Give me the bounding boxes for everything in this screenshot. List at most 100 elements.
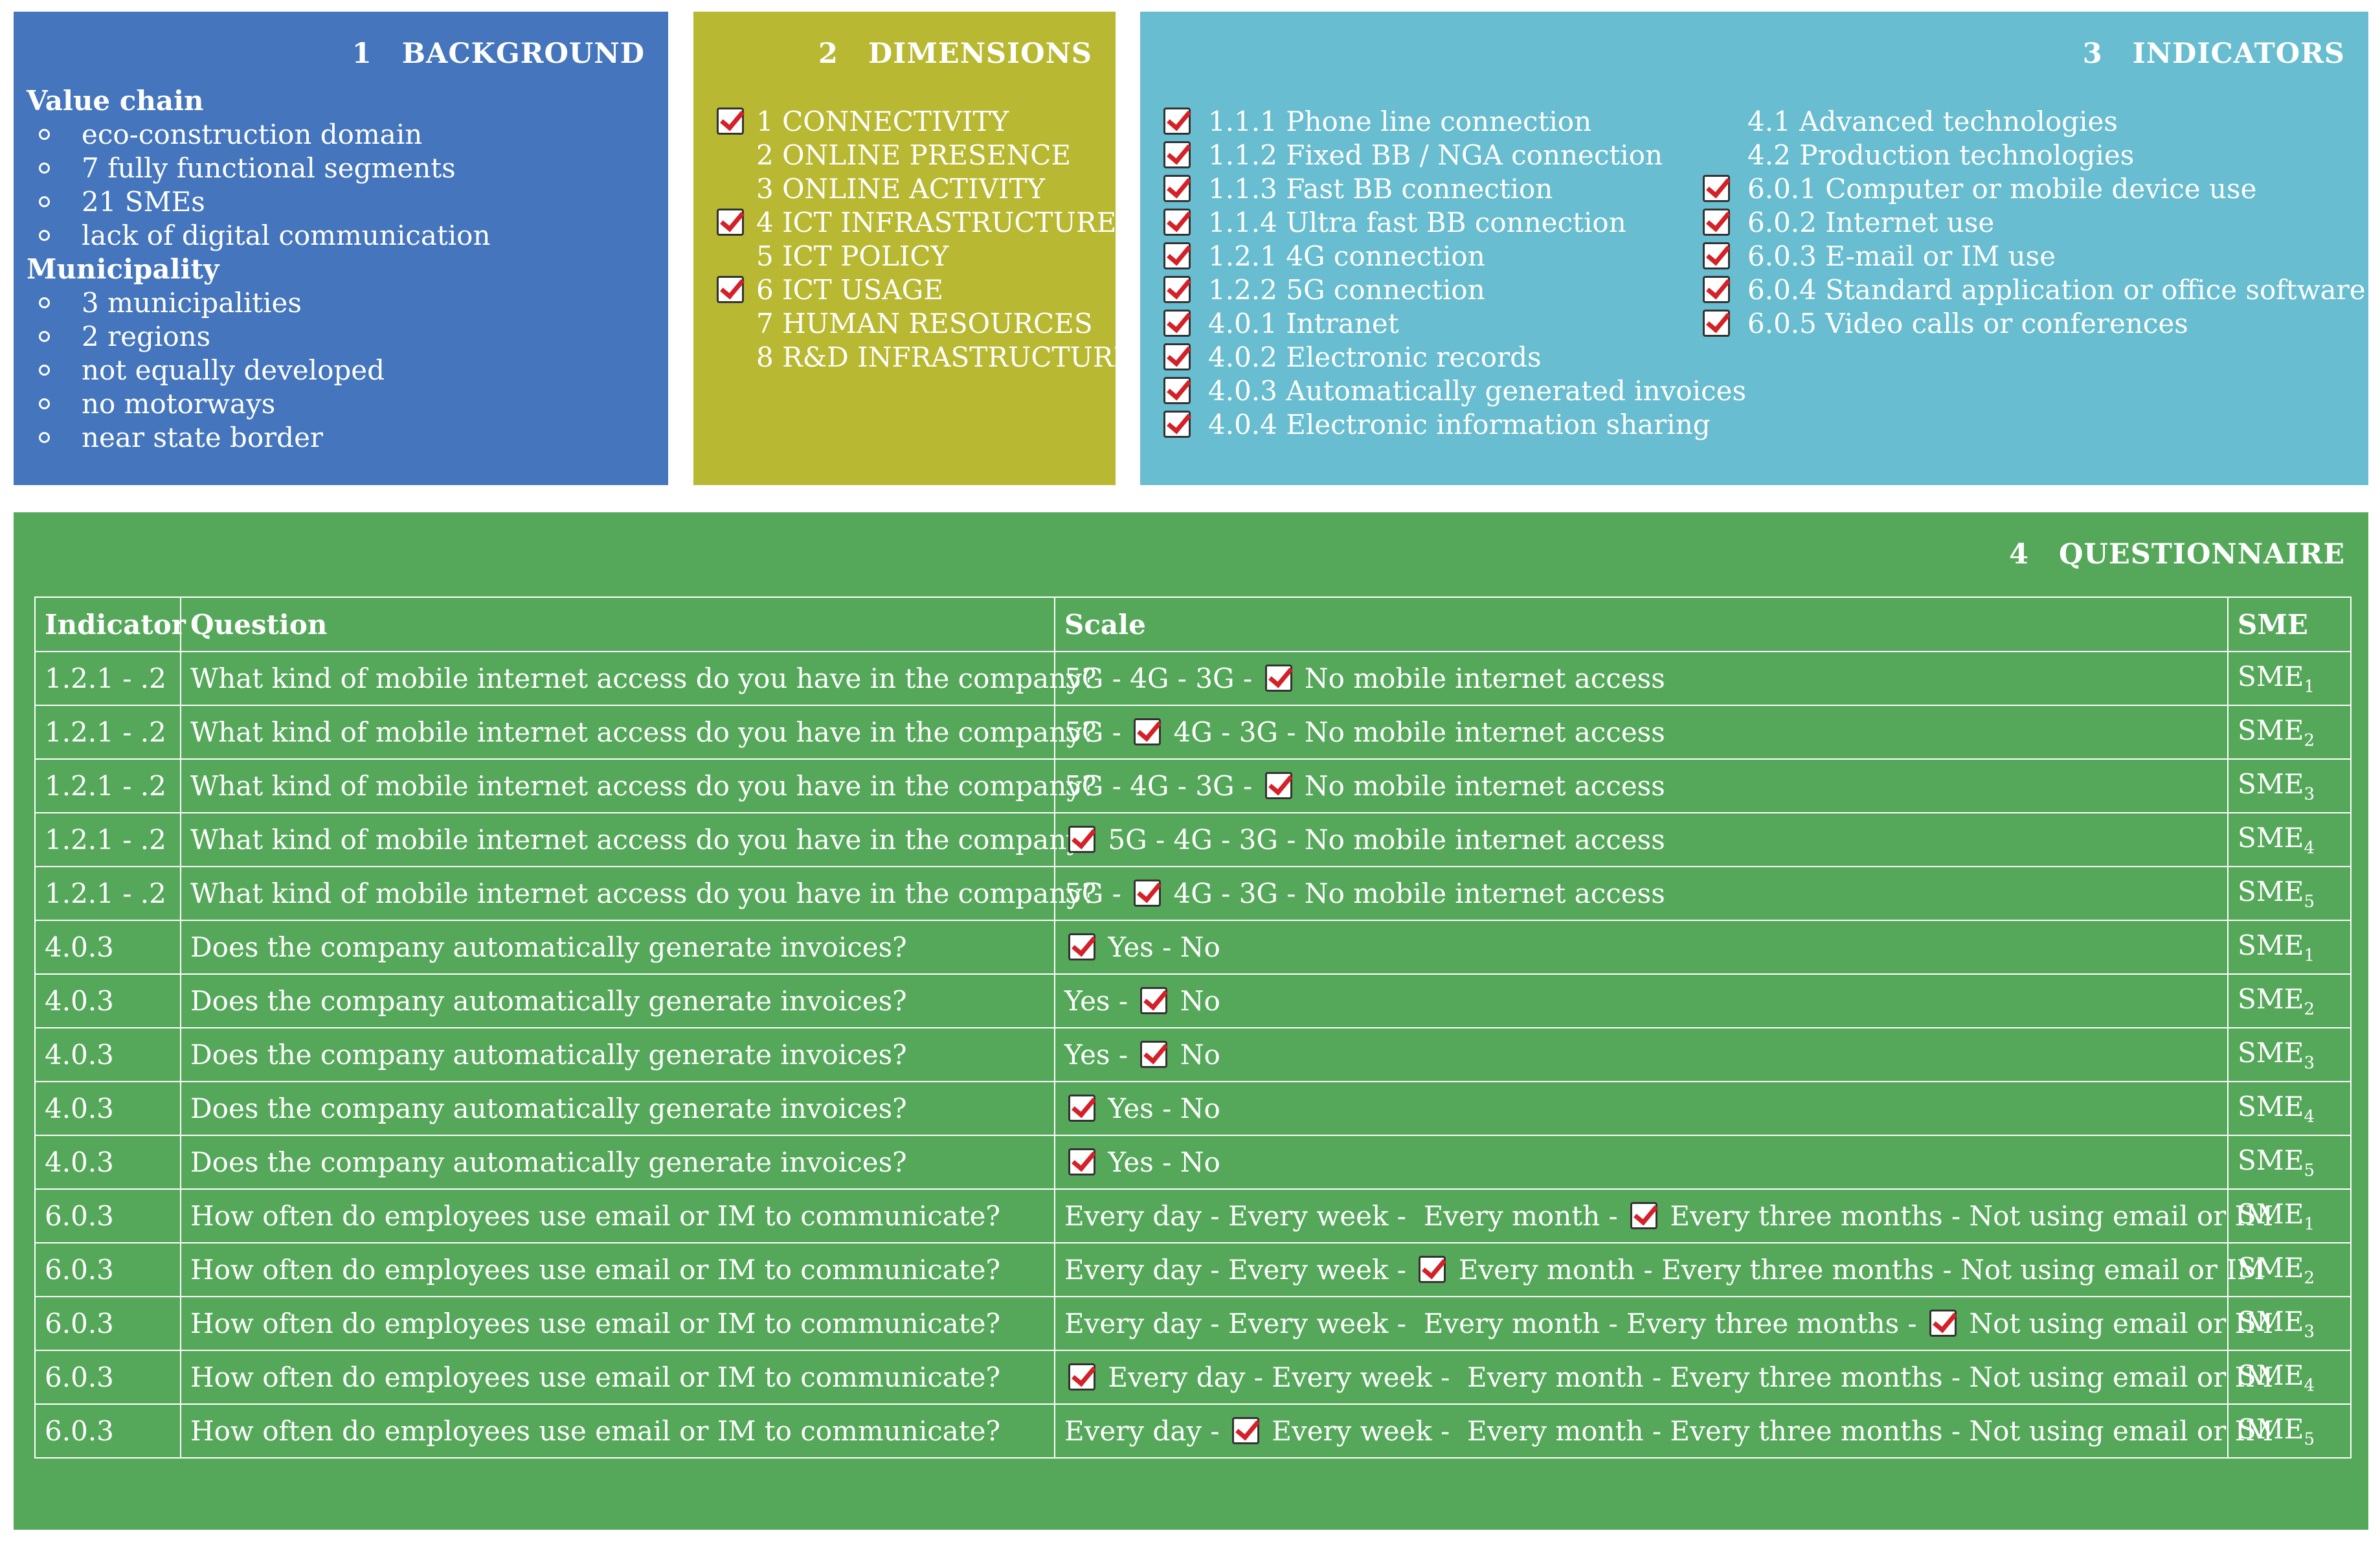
scale-text-after: Not using email or IM [1960,1308,2274,1339]
sme-index: 2 [2304,731,2315,751]
cell-sme: SME2 [2227,973,2352,1028]
cell-question: Does the company automatically generate … [180,920,1055,975]
bullet-item: 21 SMEs [27,185,491,219]
indicators-title: 3 INDICATORS [2082,38,2345,70]
table-row: 1.2.1 - .2 What kind of mobile internet a… [34,705,2352,760]
checkbox-checked-icon [1163,276,1191,303]
scale-text-before: Every day - Every week - Every month - E… [1064,1308,1926,1339]
table-row: 1.2.1 - .2 What kind of mobile internet a… [34,866,2352,921]
table-row: 4.0.3 Does the company automatically gene… [34,1135,2352,1190]
circle-bullet-icon [39,331,50,342]
table-row: 4.0.3 Does the company automatically gene… [34,1027,2352,1082]
scale-text-after: No [1171,985,1220,1017]
checklist-item-label: 1 CONNECTIVITY [756,106,1009,137]
table-header-row: Indicator Question Scale SME [34,596,2352,652]
sme-label: SME [2238,1305,2304,1337]
cell-scale: 5G - 4G - 3G - No mobile internet access [1054,812,2228,867]
cell-indicator: 4.0.3 [34,973,181,1028]
circle-bullet-icon [39,297,50,308]
cell-scale: Every day - Every week - Every month - E… [1054,1350,2273,1405]
table-row: 6.0.3 How often do employees use email or… [34,1188,2352,1243]
scale-text-after: Every week - Every month - Every three m… [1263,1415,2274,1447]
circle-bullet-icon [39,398,50,409]
scale-text-after: Every day - Every week - Every month - E… [1099,1361,2274,1393]
sme-index: 2 [2304,999,2315,1019]
scale-text-before: Yes - [1064,985,1137,1017]
checkbox-checked-icon [717,276,744,303]
cell-sme: SME4 [2227,1350,2352,1405]
sme-index: 3 [2304,1322,2315,1342]
bullet-item-label: eco-construction domain [82,119,423,150]
checklist-item-label: 4.1 Advanced technologies [1747,106,2118,137]
cell-sme: SME5 [2227,1135,2352,1190]
cell-sme: SME1 [2227,651,2352,706]
sme-index: 3 [2304,1053,2315,1073]
table-row: 6.0.3 How often do employees use email or… [34,1350,2352,1405]
background-group-heading: Municipality [27,253,219,285]
sme-label: SME [2238,714,2304,746]
sme-label: SME [2238,1198,2304,1230]
cell-scale: 5G - 4G - 3G - No mobile internet access [1054,705,2228,760]
checkbox-checked-icon [1163,242,1191,269]
checklist-item-label: 4.0.1 Intranet [1208,308,1399,339]
cell-sme: SME5 [2227,1403,2352,1459]
table-row: 6.0.3 How often do employees use email or… [34,1403,2352,1459]
questionnaire-panel: 4 QUESTIONNAIRE Indicator Question Scale … [14,512,2368,1530]
sme-index: 4 [2304,838,2315,858]
checkbox-checked-icon [1163,175,1191,202]
circle-bullet-icon [39,196,50,207]
bullet-item-label: no motorways [82,388,276,420]
cell-sme: SME4 [2227,812,2352,867]
table-row: 4.0.3 Does the company automatically gene… [34,920,2352,975]
checkbox-checked-icon [1140,987,1168,1014]
cell-scale: Every day - Every week - Every month - E… [1054,1296,2273,1351]
cell-question: What kind of mobile internet access do y… [180,866,1097,921]
cell-scale: Every day - Every week - Every month - E… [1054,1242,2265,1297]
sme-label: SME [2238,660,2304,692]
table-row: 6.0.3 How often do employees use email or… [34,1296,2352,1351]
checkbox-checked-icon [1163,209,1191,236]
cell-question: Does the company automatically generate … [180,973,1055,1028]
cell-indicator: 1.2.1 - .2 [34,651,181,706]
scale-text-before: 5G - [1064,716,1130,748]
scale-text-after: Every three months - Not using email or … [1661,1200,2274,1232]
background-title: 1 BACKGROUND [352,38,645,70]
checkbox-checked-icon [1163,141,1191,168]
scale-text-before: 5G - [1064,878,1130,909]
scale-text-after: No mobile internet access [1296,663,1665,694]
scale-text-after: Every month - Every three months - Not u… [1450,1254,2265,1286]
sme-label: SME [2238,1144,2304,1176]
scale-text-before: 5G - 4G - 3G - [1064,663,1261,694]
cell-question: What kind of mobile internet access do y… [180,758,1097,813]
checklist-item-label: 4.2 Production technologies [1747,139,2135,171]
cell-indicator: 4.0.3 [34,1027,181,1082]
sme-index: 4 [2304,1376,2315,1396]
bullet-item: 7 fully functional segments [27,152,491,185]
checkbox-checked-icon [1630,1202,1658,1229]
cell-indicator: 4.0.3 [34,1135,181,1190]
checkbox-checked-icon [1703,276,1730,303]
sme-index: 5 [2304,1429,2315,1449]
cell-scale: Yes - No [1054,973,2228,1028]
checklist-item-label: 3 ONLINE ACTIVITY [756,173,1046,205]
table-row: 4.0.3 Does the company automatically gene… [34,1081,2352,1136]
cell-sme: SME5 [2227,866,2352,921]
checkbox-checked-icon [1231,1417,1259,1444]
table-row: 1.2.1 - .2 What kind of mobile internet a… [34,758,2352,813]
checklist-item-label: 6 ICT USAGE [756,274,943,306]
cell-question: What kind of mobile internet access do y… [180,651,1097,706]
background-panel: 1 BACKGROUND Value chain eco-construction … [14,12,668,485]
cell-scale: Every day - Every week - Every month - E… [1054,1188,2273,1243]
scale-text-after: Yes - No [1099,1146,1220,1178]
cell-scale: 5G - 4G - 3G - No mobile internet access [1054,651,2228,706]
checklist-item-label: 4.0.2 Electronic records [1208,341,1542,373]
cell-question: What kind of mobile internet access do y… [180,705,1097,760]
checklist-item-label: 6.0.2 Internet use [1747,207,1995,238]
table-row: 4.0.3 Does the company automatically gene… [34,973,2352,1028]
sme-index: 4 [2304,1107,2315,1127]
checklist-item-label: 6.0.4 Standard application or office sof… [1747,274,2380,306]
bullet-item-label: 21 SMEs [82,186,205,218]
sme-label: SME [2238,1090,2304,1122]
cell-scale: Yes - No [1054,1027,2228,1082]
bullet-item: no motorways [27,387,491,421]
